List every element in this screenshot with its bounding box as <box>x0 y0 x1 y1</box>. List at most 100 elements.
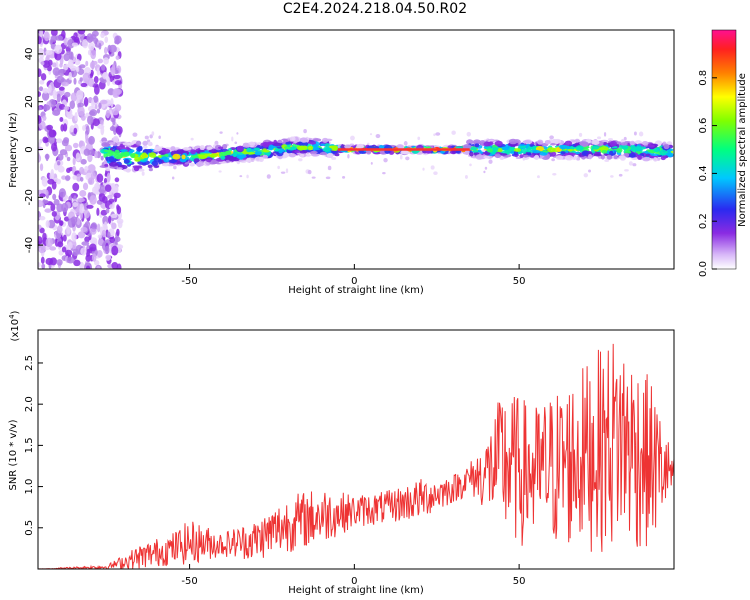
spectrogram-band-blob <box>199 145 205 151</box>
spectrogram-faint-dot <box>367 142 370 146</box>
spectrogram-band-blob <box>653 148 660 153</box>
colorbar: 0.0 0.2 0.4 0.6 0.8 Normalized spectral ampl… <box>698 29 748 277</box>
spectrogram-band-blob <box>591 139 600 145</box>
spectrogram-band-blob <box>289 136 296 142</box>
snr-x-tick-label: -50 <box>181 576 197 587</box>
spectrogram-band-blob <box>319 151 328 156</box>
spectrogram-noise-blob <box>72 182 80 192</box>
spectrogram-noise-blob <box>96 173 104 183</box>
spectrogram-ticks: -50 0 50 -40 -20 0 20 40 <box>24 48 525 287</box>
spectrogram-noise-blob <box>74 36 80 43</box>
spectrogram-noise-blob <box>109 237 115 244</box>
spectrogram-faint-dot <box>537 175 540 179</box>
spectrogram-noise-blob <box>63 64 69 71</box>
spectrogram-band-blob <box>535 146 545 152</box>
spectrogram-faint-dot <box>578 132 583 137</box>
spectrogram-noise-blob <box>41 177 48 187</box>
spectrogram-band-blob <box>142 140 148 146</box>
spectrogram-noise-blob <box>59 117 64 122</box>
snr-y-tick-label: 2.0 <box>24 396 35 412</box>
spectrogram-noise-blob <box>57 241 64 248</box>
snr-y-label: SNR (10 * v/v) <box>8 419 19 490</box>
spectrogram-faint-dot <box>307 169 312 175</box>
snr-x-tick-label: 50 <box>513 576 526 587</box>
spectrogram-band-blob <box>135 140 142 146</box>
spectrogram-faint-dot <box>597 136 602 140</box>
spectrogram-band-blob <box>642 156 651 162</box>
spectrogram-noise-blob <box>70 92 78 102</box>
spectrogram-band-blob <box>305 154 311 157</box>
spectrogram-faint-dot <box>435 132 441 136</box>
spectrogram-faint-dot <box>451 130 456 135</box>
spectrogram-band-blob <box>136 146 143 152</box>
spectrogram-noise-blob <box>65 175 71 181</box>
spectrogram-faint-dot <box>234 141 238 145</box>
spectrogram-noise-blob <box>38 91 42 97</box>
spectrogram-faint-dot <box>588 169 592 173</box>
spectrogram-band-blob <box>254 151 262 156</box>
spectrogram-band-blob <box>151 160 159 167</box>
spectrogram-noise-blob <box>114 177 120 183</box>
spectrogram-band-blob <box>262 141 269 148</box>
spectrogram-noise-blob <box>114 237 119 244</box>
spectrogram-band-blob <box>127 142 135 146</box>
spectrogram-band-blob <box>254 156 263 162</box>
spectrogram-band-blob <box>555 155 564 161</box>
spectrogram-faint-dot <box>132 132 138 137</box>
spectrogram-noise-blob <box>105 109 111 119</box>
spectrogram-noise-blob <box>97 58 104 64</box>
spectrogram-band-blob <box>170 146 176 151</box>
spectrogram-noise-blob <box>89 194 97 205</box>
spectrogram-band-blob <box>574 142 580 147</box>
spectrogram-faint-dot <box>604 159 610 162</box>
spectrogram-noise-blob <box>61 175 67 180</box>
spectrogram-noise-blob <box>40 256 45 264</box>
spectrogram-noise-blob <box>55 35 64 41</box>
spectrogram-noise-blob <box>45 237 53 248</box>
spectrogram-band-blob <box>285 141 291 145</box>
spectrogram-noise-blob <box>59 149 68 156</box>
spectrogram-band-blob <box>567 152 577 156</box>
spectrogram-band-blob <box>570 139 579 143</box>
spectrogram-noise-blob <box>59 62 63 68</box>
spectrogram-faint-dot <box>603 132 607 137</box>
spectrogram-faint-dot <box>624 169 629 172</box>
spectrogram-band-blob <box>108 161 118 167</box>
spectrogram-noise-blob <box>52 62 57 68</box>
spectrogram-band-blob <box>208 149 217 153</box>
colorbar-tick-label: 0.2 <box>698 213 709 229</box>
spectrogram-band-blob <box>483 155 490 159</box>
spectrogram-noise-blob <box>42 88 49 94</box>
spectrogram-band-blob <box>168 159 177 164</box>
chart-title: C2E4.2024.218.04.50.R02 <box>282 1 468 17</box>
spectrogram-noise-blob <box>39 138 43 144</box>
spectrogram-noise-blob <box>80 227 88 233</box>
spectrogram-noise-blob <box>77 106 85 117</box>
spectrogram-band-blob <box>601 149 608 154</box>
spectrogram-band-blob <box>539 152 548 156</box>
spectrogram-band-blob <box>663 143 670 150</box>
spectrogram-x-tick-label: 50 <box>513 276 526 287</box>
spectrogram-noise-blob <box>67 59 74 68</box>
spectrogram-noise-blob <box>86 33 94 43</box>
spectrogram-noise-blob <box>44 208 52 213</box>
spectrogram-faint-dot <box>623 136 627 141</box>
spectrogram-band-blob <box>123 159 130 164</box>
spectrogram-noise-blob <box>115 55 120 60</box>
spectrogram-band-blob <box>268 144 274 151</box>
spectrogram-noise-blob <box>118 84 123 89</box>
spectrogram-faint-dot <box>173 165 177 170</box>
spectrogram-noise-blob <box>100 155 104 161</box>
spectrogram-noise-blob <box>100 103 106 109</box>
spectrogram-noise-blob <box>39 79 45 85</box>
spectrogram-noise-blob <box>39 227 45 234</box>
spectrogram-band-blob <box>609 140 617 147</box>
spectrogram-noise-blob <box>63 106 70 111</box>
spectrogram-band-blob <box>494 140 503 147</box>
spectrogram-faint-dot <box>551 158 555 162</box>
spectrogram-band-blob <box>273 142 282 147</box>
spectrogram-noise-blob <box>73 127 78 135</box>
spectrogram-band-blob <box>324 143 331 148</box>
spectrogram-faint-dot <box>422 167 425 171</box>
spectrogram-faint-dot <box>549 135 554 140</box>
